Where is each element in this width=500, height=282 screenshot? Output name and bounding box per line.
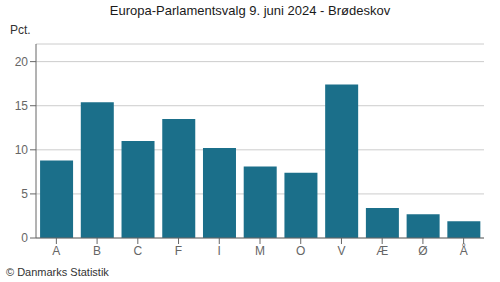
svg-text:O: O (296, 244, 305, 258)
html-text:© Danmarks Statistik: © Danmarks Statistik (6, 266, 109, 278)
svg-text:F: F (175, 244, 182, 258)
svg-text:I: I (218, 244, 221, 258)
svg-text:M: M (255, 244, 265, 258)
html-text:Pct.: Pct. (10, 23, 31, 37)
svg-text:20: 20 (15, 55, 29, 69)
svg-text:10: 10 (15, 143, 29, 157)
svg-text:Ø: Ø (418, 244, 427, 258)
svg-text:15: 15 (15, 99, 29, 113)
svg-text:B: B (93, 244, 101, 258)
svg-text:Å: Å (460, 243, 468, 258)
svg-text:V: V (337, 244, 345, 258)
html-text:Europa-Parlamentsvalg 9. juni: Europa-Parlamentsvalg 9. juni 2024 - Brø… (109, 3, 391, 18)
svg-text:5: 5 (21, 187, 28, 201)
svg-text:Æ: Æ (376, 244, 388, 258)
svg-text:0: 0 (21, 231, 28, 245)
svg-text:C: C (133, 244, 142, 258)
svg-text:A: A (52, 244, 60, 258)
